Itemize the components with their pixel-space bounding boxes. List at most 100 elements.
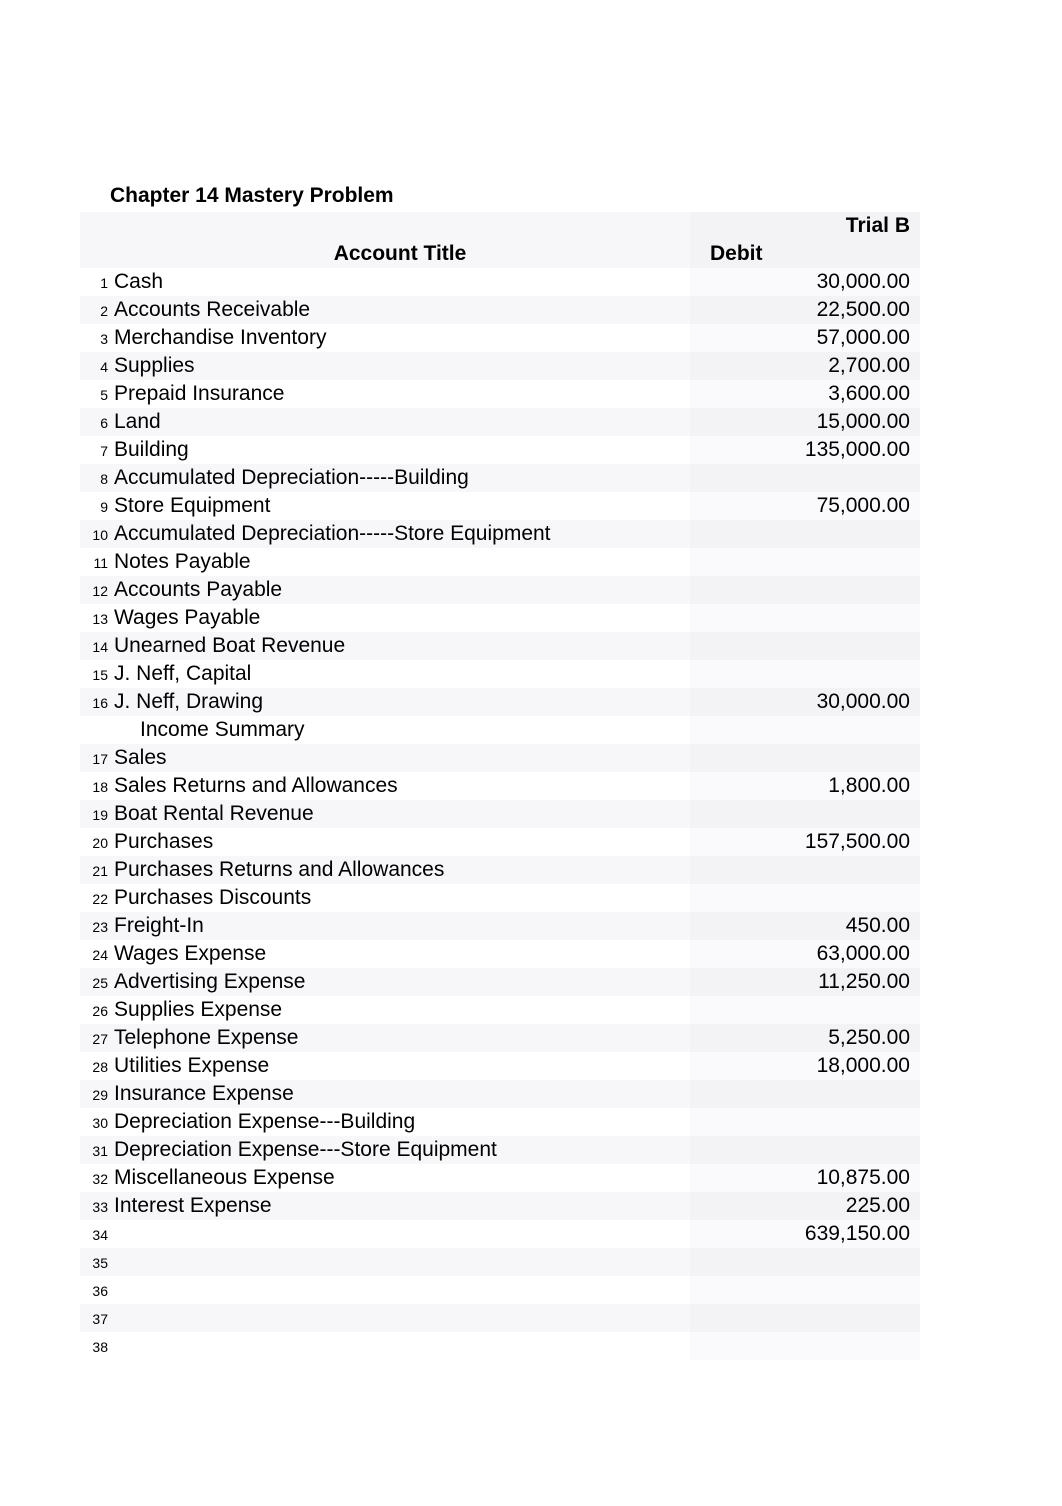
row-number: 3 [80, 324, 110, 352]
account-title-cell: Accumulated Depreciation-----Building [110, 464, 690, 492]
table-row: 16J. Neff, Drawing30,000.00 [80, 688, 920, 716]
table-row: 14Unearned Boat Revenue [80, 632, 920, 660]
account-title-cell: Cash [110, 268, 690, 296]
table-row: 15J. Neff, Capital [80, 660, 920, 688]
table-row: 7Building135,000.00 [80, 436, 920, 464]
account-title-cell: Wages Payable [110, 604, 690, 632]
account-title-header: Account Title [110, 240, 690, 268]
debit-cell [690, 716, 920, 744]
debit-cell: 22,500.00 [690, 296, 920, 324]
row-number: 34 [80, 1220, 110, 1248]
row-number: 19 [80, 800, 110, 828]
debit-cell: 1,800.00 [690, 772, 920, 800]
debit-cell: 5,250.00 [690, 1024, 920, 1052]
table-row: 13Wages Payable [80, 604, 920, 632]
debit-cell: 639,150.00 [690, 1220, 920, 1248]
account-title-cell: Prepaid Insurance [110, 380, 690, 408]
account-title-cell: Accumulated Depreciation-----Store Equip… [110, 520, 690, 548]
row-number: 10 [80, 520, 110, 548]
account-title-cell: Freight-In [110, 912, 690, 940]
account-title-cell: Unearned Boat Revenue [110, 632, 690, 660]
header-blank [110, 212, 690, 240]
account-title-cell: Accounts Receivable [110, 296, 690, 324]
table-row: 12Accounts Payable [80, 576, 920, 604]
row-number: 6 [80, 408, 110, 436]
row-number: 2 [80, 296, 110, 324]
worksheet: Chapter 14 Mastery Problem Trial B Accou… [80, 180, 920, 1360]
table-body: 1Cash30,000.002Accounts Receivable22,500… [80, 268, 920, 1360]
account-title-cell: Interest Expense [110, 1192, 690, 1220]
debit-cell [690, 856, 920, 884]
table-row: 34 639,150.00 [80, 1220, 920, 1248]
row-number: 25 [80, 968, 110, 996]
table-row: 32Miscellaneous Expense10,875.00 [80, 1164, 920, 1192]
account-title-cell: Insurance Expense [110, 1080, 690, 1108]
debit-cell: 10,875.00 [690, 1164, 920, 1192]
table-row: 25Advertising Expense11,250.00 [80, 968, 920, 996]
table-row: 8Accumulated Depreciation-----Building [80, 464, 920, 492]
table-row: 19Boat Rental Revenue [80, 800, 920, 828]
header-row-1: Trial B [80, 212, 920, 240]
account-title-cell: Boat Rental Revenue [110, 800, 690, 828]
table-row: 10Accumulated Depreciation-----Store Equ… [80, 520, 920, 548]
account-title-cell [110, 1332, 690, 1360]
debit-cell: 450.00 [690, 912, 920, 940]
account-title-cell: Supplies Expense [110, 996, 690, 1024]
table-row: 17Sales [80, 744, 920, 772]
row-number: 31 [80, 1136, 110, 1164]
header-blank [80, 240, 110, 268]
debit-cell [690, 800, 920, 828]
trial-b-header: Trial B [690, 212, 920, 240]
row-number: 1 [80, 268, 110, 296]
row-number: 21 [80, 856, 110, 884]
row-number: 33 [80, 1192, 110, 1220]
row-number: 27 [80, 1024, 110, 1052]
row-number: 17 [80, 744, 110, 772]
account-title-cell: J. Neff, Drawing [110, 688, 690, 716]
debit-cell [690, 1304, 920, 1332]
account-title-cell: Sales [110, 744, 690, 772]
row-number: 4 [80, 352, 110, 380]
row-number: 29 [80, 1080, 110, 1108]
row-number: 20 [80, 828, 110, 856]
sheet-title: Chapter 14 Mastery Problem [80, 180, 920, 212]
debit-cell [690, 548, 920, 576]
debit-cell [690, 1276, 920, 1304]
row-number: 32 [80, 1164, 110, 1192]
debit-cell: 2,700.00 [690, 352, 920, 380]
table-row: 38 [80, 1332, 920, 1360]
debit-cell: 63,000.00 [690, 940, 920, 968]
account-title-cell: Supplies [110, 352, 690, 380]
account-title-cell: Purchases [110, 828, 690, 856]
account-title-cell: Sales Returns and Allowances [110, 772, 690, 800]
debit-cell: 30,000.00 [690, 268, 920, 296]
debit-cell [690, 1080, 920, 1108]
row-number: 24 [80, 940, 110, 968]
debit-cell [690, 660, 920, 688]
account-title-cell: Accounts Payable [110, 576, 690, 604]
row-number: 7 [80, 436, 110, 464]
table-row: 1Cash30,000.00 [80, 268, 920, 296]
account-title-cell: J. Neff, Capital [110, 660, 690, 688]
debit-cell [690, 632, 920, 660]
debit-cell: 18,000.00 [690, 1052, 920, 1080]
table-row: Income Summary [80, 716, 920, 744]
row-number: 18 [80, 772, 110, 800]
account-title-cell [110, 1220, 690, 1248]
account-title-cell [110, 1248, 690, 1276]
debit-cell [690, 520, 920, 548]
table-row: 6Land15,000.00 [80, 408, 920, 436]
account-title-cell [110, 1304, 690, 1332]
table-row: 11Notes Payable [80, 548, 920, 576]
table-row: 36 [80, 1276, 920, 1304]
row-number: 15 [80, 660, 110, 688]
debit-cell: 225.00 [690, 1192, 920, 1220]
row-number: 12 [80, 576, 110, 604]
account-title-cell: Building [110, 436, 690, 464]
account-title-cell: Depreciation Expense---Building [110, 1108, 690, 1136]
table-row: 29Insurance Expense [80, 1080, 920, 1108]
row-number: 13 [80, 604, 110, 632]
debit-cell [690, 1108, 920, 1136]
row-number: 8 [80, 464, 110, 492]
account-title-cell: Wages Expense [110, 940, 690, 968]
